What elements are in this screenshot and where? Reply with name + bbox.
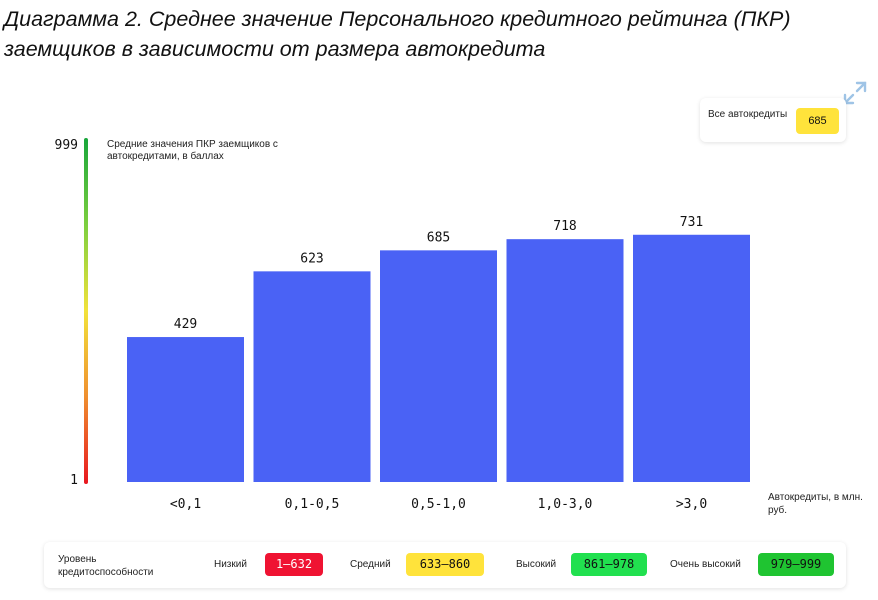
- bar-value-label-3: 718: [553, 219, 576, 234]
- all-loans-value: 685: [796, 108, 839, 134]
- legend-label-medium: Средний: [350, 559, 391, 570]
- x-tick-label-1: 0,1-0,5: [285, 497, 340, 512]
- legend: Уровень кредитоспособности Низкий 1–632 …: [44, 542, 846, 588]
- bar-1: [253, 271, 371, 482]
- y-tick-max: 999: [54, 138, 78, 153]
- legend-label-low: Низкий: [214, 559, 247, 570]
- y-axis-gradient-scale: [84, 138, 88, 484]
- bar-value-label-2: 685: [427, 230, 450, 245]
- legend-chip-high: 861–978: [571, 553, 647, 576]
- all-loans-label: Все автокредиты: [708, 109, 788, 120]
- legend-chip-low: 1–632: [265, 553, 323, 576]
- bar-2: [380, 250, 497, 482]
- x-tick-label-0: <0,1: [170, 497, 201, 512]
- bar-value-label-0: 429: [174, 317, 197, 332]
- bar-3: [506, 239, 624, 482]
- all-loans-card: Все автокредиты 685: [700, 98, 846, 142]
- y-tick-min: 1: [70, 473, 78, 488]
- bar-value-label-1: 623: [300, 251, 323, 266]
- x-axis-label: Автокредиты, в млн. руб.: [768, 492, 863, 516]
- legend-title: Уровень кредитоспособности: [58, 554, 154, 578]
- x-tick-label-2: 0,5-1,0: [411, 497, 466, 512]
- chart-title: Диаграмма 2. Среднее значение Персональн…: [4, 7, 791, 61]
- x-tick-label-3: 1,0-3,0: [538, 497, 593, 512]
- legend-label-very-high: Очень высокий: [670, 559, 741, 570]
- legend-chip-medium: 633–860: [406, 553, 484, 576]
- y-axis-label: Средние значения ПКР заемщиков с автокре…: [107, 139, 278, 162]
- legend-label-high: Высокий: [516, 559, 557, 570]
- bar-value-label-4: 731: [680, 215, 703, 230]
- legend-chip-very-high: 979–999: [758, 553, 834, 576]
- x-tick-label-4: >3,0: [676, 497, 707, 512]
- bar-0: [127, 337, 244, 482]
- bar-4: [633, 234, 750, 482]
